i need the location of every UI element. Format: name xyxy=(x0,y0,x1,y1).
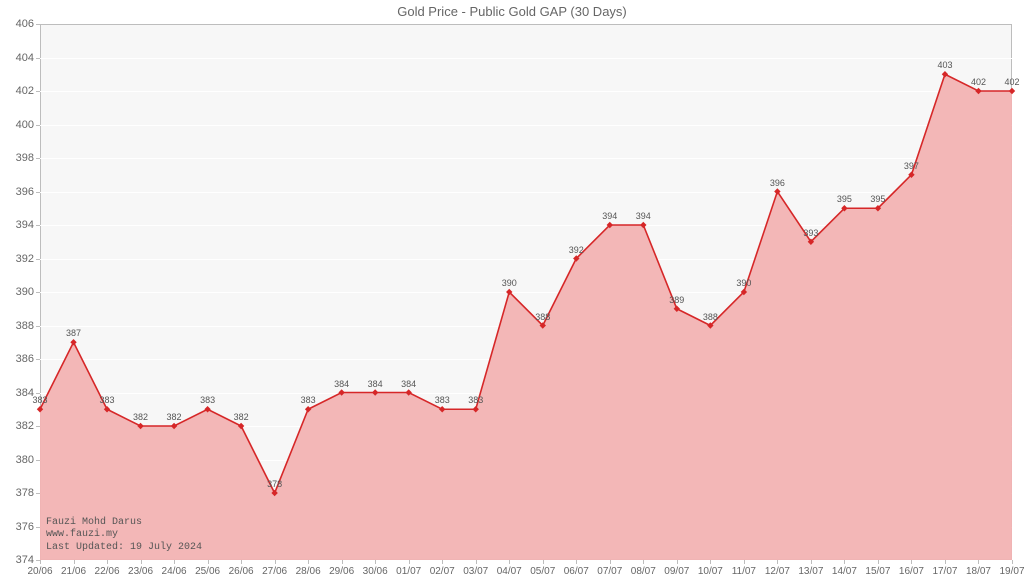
x-tick-label: 04/07 xyxy=(497,560,522,576)
x-tick-label: 24/06 xyxy=(162,560,187,576)
area-fill xyxy=(40,74,1012,560)
x-tick-label: 19/07 xyxy=(999,560,1024,576)
chart-footer: Fauzi Mohd Daruswww.fauzi.myLast Updated… xyxy=(46,517,202,555)
x-tick-label: 15/07 xyxy=(865,560,890,576)
x-tick-label: 01/07 xyxy=(396,560,421,576)
y-tick-label: 378 xyxy=(16,487,40,499)
x-tick-label: 21/06 xyxy=(61,560,86,576)
y-tick-label: 386 xyxy=(16,353,40,365)
y-tick-label: 382 xyxy=(16,420,40,432)
x-tick-label: 28/06 xyxy=(296,560,321,576)
x-tick-label: 12/07 xyxy=(765,560,790,576)
y-tick-label: 400 xyxy=(16,119,40,131)
x-tick-label: 10/07 xyxy=(698,560,723,576)
x-tick-label: 03/07 xyxy=(463,560,488,576)
footer-author: Fauzi Mohd Darus xyxy=(46,517,202,530)
x-tick-label: 25/06 xyxy=(195,560,220,576)
y-tick-label: 398 xyxy=(16,152,40,164)
y-tick-label: 392 xyxy=(16,253,40,265)
x-tick-label: 11/07 xyxy=(732,560,756,576)
x-tick-label: 20/06 xyxy=(27,560,52,576)
footer-updated: Last Updated: 19 July 2024 xyxy=(46,542,202,555)
plot-area: 3743763783803823843863883903923943963984… xyxy=(40,24,1012,560)
x-tick-label: 07/07 xyxy=(597,560,622,576)
y-tick-label: 406 xyxy=(16,18,40,30)
x-tick-label: 02/07 xyxy=(430,560,455,576)
x-tick-label: 17/07 xyxy=(932,560,957,576)
x-tick-label: 29/06 xyxy=(329,560,354,576)
x-tick-label: 05/07 xyxy=(530,560,555,576)
x-tick-label: 13/07 xyxy=(798,560,823,576)
y-tick-label: 388 xyxy=(16,320,40,332)
y-tick-label: 396 xyxy=(16,186,40,198)
y-tick-label: 390 xyxy=(16,286,40,298)
x-tick-label: 18/07 xyxy=(966,560,991,576)
y-tick-label: 402 xyxy=(16,85,40,97)
x-tick-label: 09/07 xyxy=(664,560,689,576)
y-tick-label: 404 xyxy=(16,52,40,64)
chart-title: Gold Price - Public Gold GAP (30 Days) xyxy=(0,4,1024,19)
chart-series xyxy=(40,24,1012,560)
x-tick-label: 23/06 xyxy=(128,560,153,576)
footer-url: www.fauzi.my xyxy=(46,529,202,542)
x-tick-label: 27/06 xyxy=(262,560,287,576)
x-tick-label: 14/07 xyxy=(832,560,857,576)
x-tick-label: 22/06 xyxy=(95,560,120,576)
y-tick-label: 376 xyxy=(16,521,40,533)
x-tick-label: 06/07 xyxy=(564,560,589,576)
x-tick-label: 26/06 xyxy=(229,560,254,576)
x-tick-label: 08/07 xyxy=(631,560,656,576)
x-tick-label: 30/06 xyxy=(363,560,388,576)
x-tick-label: 16/07 xyxy=(899,560,924,576)
y-tick-label: 394 xyxy=(16,219,40,231)
y-tick-label: 384 xyxy=(16,387,40,399)
y-tick-label: 380 xyxy=(16,454,40,466)
chart-container: Gold Price - Public Gold GAP (30 Days) 3… xyxy=(0,0,1024,576)
